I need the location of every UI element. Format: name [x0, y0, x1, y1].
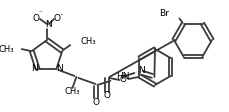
Text: O: O — [120, 75, 127, 84]
Text: N: N — [31, 64, 38, 73]
Text: O: O — [93, 98, 100, 107]
Text: HN: HN — [116, 72, 130, 81]
Text: O: O — [104, 92, 111, 100]
Text: N: N — [138, 66, 145, 75]
Text: Br: Br — [160, 9, 169, 18]
Text: CH₃: CH₃ — [80, 37, 96, 46]
Text: O: O — [54, 14, 60, 23]
Text: ⁻: ⁻ — [38, 10, 42, 16]
Text: CH₃: CH₃ — [65, 87, 80, 96]
Text: N: N — [45, 19, 51, 28]
Text: O: O — [33, 14, 39, 23]
Text: ·: · — [60, 10, 64, 20]
Text: N: N — [56, 64, 63, 73]
Text: CH₃: CH₃ — [0, 45, 14, 54]
